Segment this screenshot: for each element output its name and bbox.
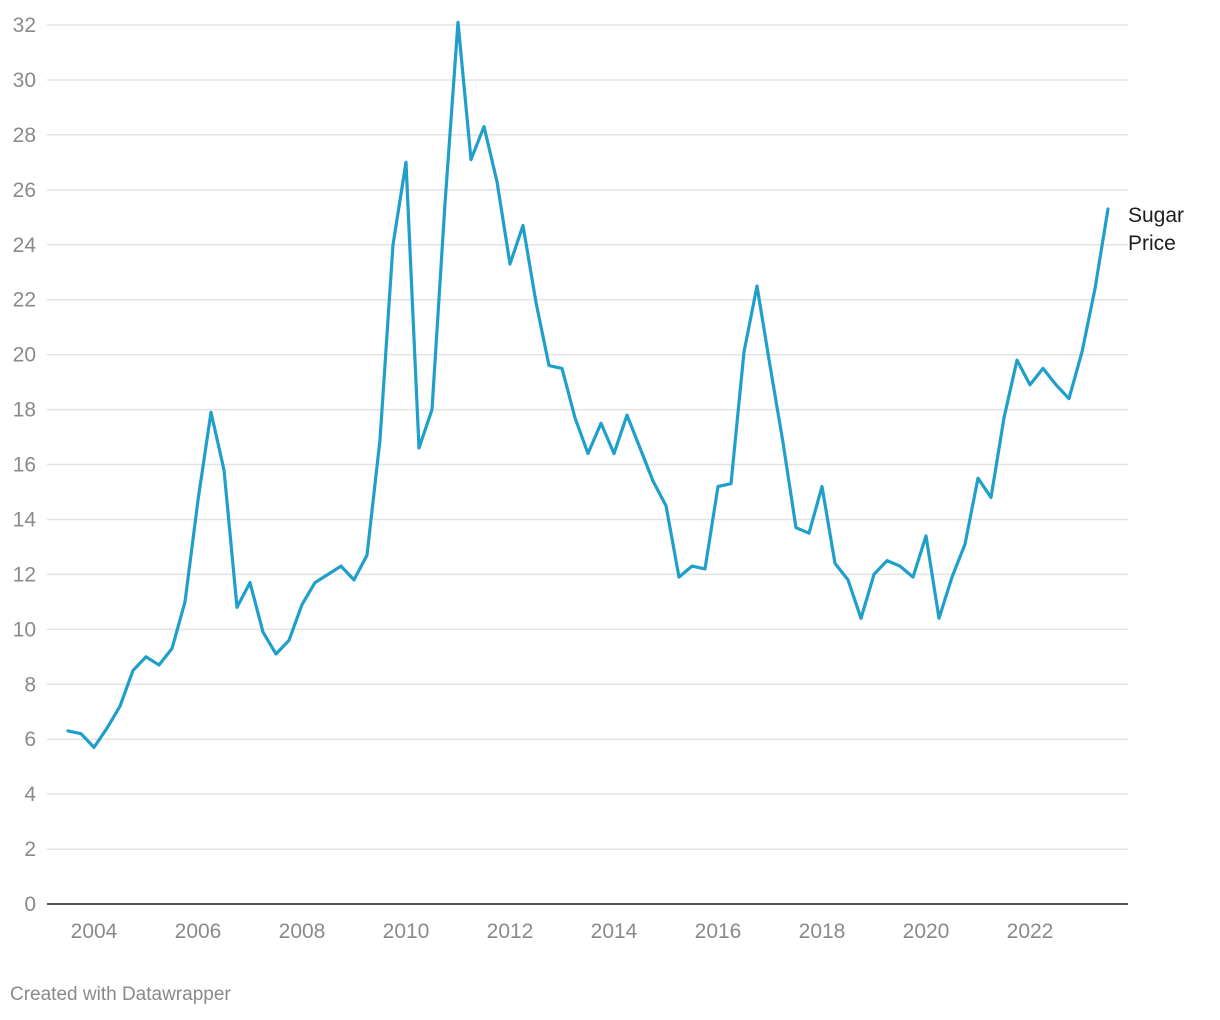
y-tick-label: 24 [13,234,37,257]
series-layer [66,20,1110,750]
x-tick-label: 2012 [487,920,534,943]
y-tick-label: 22 [13,289,36,312]
series-label-line: Sugar [1128,204,1184,227]
y-tick-label: 12 [13,563,36,586]
y-tick-label: 14 [13,508,37,531]
x-tick-label: 2018 [799,920,846,943]
y-tick-label: 28 [13,124,36,147]
sugar-price-line [66,20,1110,750]
x-tick-label: 2004 [71,920,118,943]
x-axis-tick-labels: 2004 2006 2008 2010 2012 2014 2016 2018 2020 2022 [71,920,1054,943]
y-tick-label: 10 [13,618,36,641]
y-tick-label: 32 [13,14,36,37]
x-tick-label: 2008 [279,920,326,943]
y-tick-label: 4 [24,783,36,806]
x-tick-label: 2006 [175,920,222,943]
y-tick-label: 8 [24,673,36,696]
y-tick-label: 20 [13,344,36,367]
credit-text: Created with Datawrapper [10,984,231,1005]
x-tick-label: 2020 [903,920,950,943]
y-tick-label: 18 [13,399,36,422]
y-tick-label: 30 [13,69,36,92]
series-label-line: Price [1128,232,1176,255]
y-tick-label: 16 [13,454,36,477]
y-tick-label: 0 [24,893,36,916]
gridlines [47,24,1128,850]
x-tick-label: 2014 [591,920,638,943]
x-tick-label: 2022 [1007,920,1054,943]
y-tick-label: 6 [24,728,36,751]
series-label: Sugar Price [1128,204,1184,255]
x-tick-label: 2016 [695,920,742,943]
x-tick-label: 2010 [383,920,430,943]
y-tick-label: 2 [24,838,36,861]
y-tick-label: 26 [13,179,36,202]
